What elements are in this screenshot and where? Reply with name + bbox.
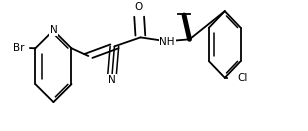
Text: N: N (108, 75, 116, 85)
Text: O: O (135, 2, 143, 12)
Text: N: N (50, 25, 57, 35)
Text: Cl: Cl (238, 73, 248, 83)
Text: NH: NH (160, 37, 175, 47)
Text: Br: Br (13, 43, 24, 53)
